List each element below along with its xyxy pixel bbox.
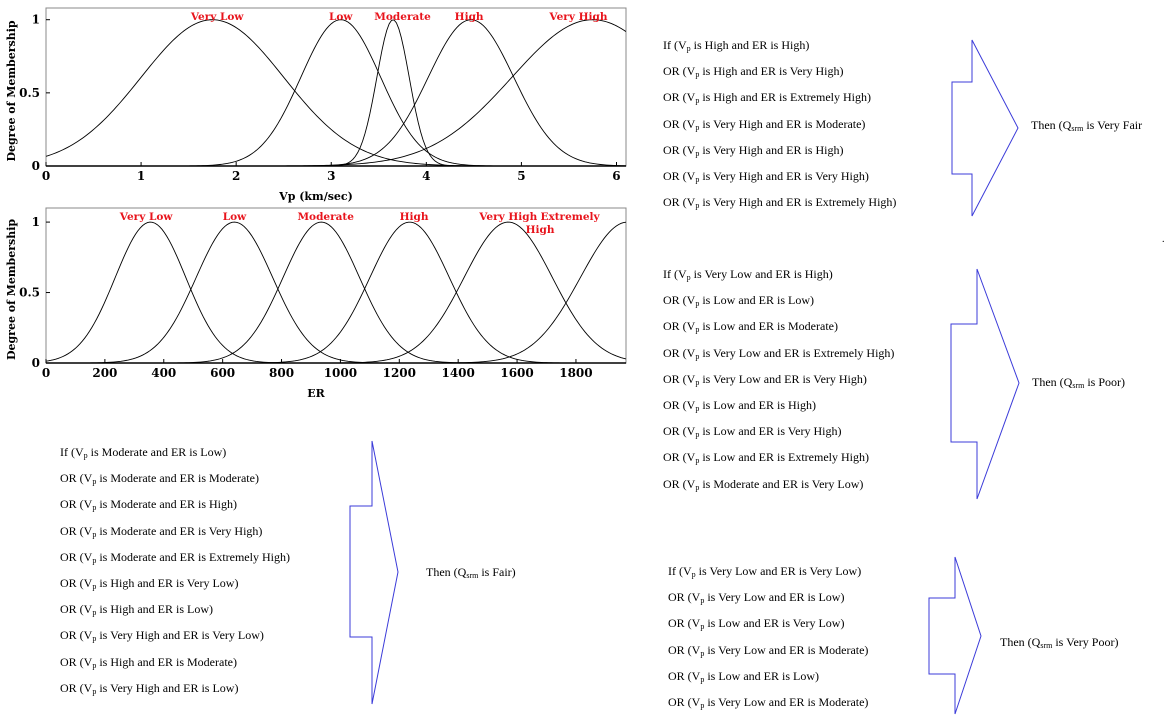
rule-line: OR (Vp is High and ER is Very Low) [60, 576, 239, 591]
rule-line: OR (Vp is Low and ER is Extremely High) [663, 450, 869, 466]
x-tick-label: 4 [422, 169, 430, 183]
x-tick-label: 1600 [500, 366, 533, 380]
rule-line: OR (Vp is Low and ER is Very Low) [668, 616, 845, 632]
y-tick-label: 0.5 [19, 86, 40, 100]
membership-curve-very-high [46, 221, 626, 363]
rule-line: OR (Vp is Very High and ER is Very Low) [60, 628, 264, 644]
x-tick-label: 0 [42, 366, 50, 380]
x-tick-label: 0 [42, 169, 50, 183]
right-arrow-icon [349, 440, 399, 705]
vp-chart-svg: 0 1 2 3 4 5 6 0 0.5 1 Vp (km/sec) Degree of Members… [5, 7, 627, 203]
rule-line: OR (Vp is Very Low and ER is Moderate) [668, 695, 869, 710]
rule-line: OR (Vp is Low and ER is Low) [668, 668, 819, 684]
mf-label: Very Low [119, 211, 174, 223]
membership-curve-very-high [46, 19, 626, 166]
mf-label: High [400, 211, 429, 223]
right-arrow-icon [950, 268, 1020, 500]
x-tick-label: 200 [92, 366, 117, 380]
y-tick-label: 0 [32, 356, 40, 370]
membership-curve-high [46, 221, 626, 363]
rule-line: OR (Vp is Very High and ER is High) [663, 142, 844, 158]
x-tick-label: 600 [210, 366, 235, 380]
right-arrow-icon [928, 556, 982, 715]
rule-group-very-poor: If (Vp is Very Low and ER is Very Low) OR… [668, 556, 1168, 720]
rule-group-poor: If (Vp is Very Low and ER is High) OR (Vp… [663, 267, 1163, 507]
conclusion-fair: Then (Qsrm is Fair) [426, 565, 516, 580]
mf-label: Very High [478, 211, 537, 223]
membership-curve-very-low [46, 221, 626, 363]
rule-line: OR (Vp is High and ER is Extremely High) [663, 90, 871, 106]
mf-label: Moderate [297, 211, 354, 223]
rule-line: OR (Vp is High and ER is Very High) [663, 64, 844, 80]
rule-line: OR (Vp is Moderate and ER is Very High) [60, 523, 263, 539]
x-tick-label: 800 [269, 366, 294, 380]
mf-label: High [455, 11, 484, 23]
membership-curve-low [46, 19, 626, 166]
membership-curve-extremely-high [46, 221, 626, 363]
conclusion-poor: Then (Qsrm is Poor) [1032, 375, 1125, 390]
stray-mark: . [1162, 234, 1165, 245]
rule-line: OR (Vp is Moderate and ER is Moderate) [60, 471, 259, 487]
rule-line: OR (Vp is Low and ER is Very High) [663, 424, 842, 440]
rule-line: OR (Vp is Moderate and ER is Very Low) [663, 476, 864, 492]
x-tick-label: 1400 [441, 366, 474, 380]
membership-curve-moderate [46, 221, 626, 363]
rule-line: OR (Vp is Low and ER is Moderate) [663, 319, 838, 335]
x-tick-label: 3 [327, 169, 335, 183]
membership-curve-very-low [46, 19, 626, 166]
membership-curve-moderate [46, 19, 626, 166]
mf-label: Extremely High [526, 211, 601, 236]
rule-line: OR (Vp is Very Low and ER is Low) [668, 590, 845, 606]
rule-line: OR (Vp is High and ER is Moderate) [60, 654, 237, 670]
rule-line: OR (Vp is Very High and ER is Moderate) [663, 116, 866, 132]
y-tick-label: 0 [32, 159, 40, 173]
y-axis-title: Degree of Membership [5, 219, 18, 360]
mf-label: Low [329, 11, 353, 23]
rule-line: OR (Vp is Very Low and ER is Extremely H… [663, 345, 895, 361]
x-tick-label: 5 [517, 169, 525, 183]
mf-label: Moderate [374, 11, 431, 23]
x-axis-title: ER [307, 387, 325, 400]
x-tick-label: 1000 [324, 366, 357, 380]
y-tick-label: 1 [32, 215, 40, 229]
membership-curve-low [46, 221, 626, 363]
vp-membership-chart: 0 1 2 3 4 5 6 0 0.5 1 Vp (km/sec) Degree of Members… [0, 0, 630, 205]
x-tick-label: 1 [137, 169, 145, 183]
rule-line: OR (Vp is Moderate and ER is High) [60, 497, 237, 513]
rule-line: OR (Vp is High and ER is Low) [60, 602, 214, 618]
rule-line: If (Vp is Moderate and ER is Low) [60, 445, 227, 460]
conclusion-very-poor: Then (Qsrm is Very Poor) [1000, 635, 1119, 650]
y-tick-label: 1 [32, 13, 40, 27]
conclusion-very-fair: Then (Qsrm is Very Fair [1031, 118, 1143, 133]
y-tick-label: 0.5 [19, 286, 40, 300]
x-tick-label: 6 [612, 169, 620, 183]
rule-line: OR (Vp is Low and ER is High) [663, 398, 817, 413]
rule-line: If (Vp is Very Low and ER is High) [663, 267, 833, 282]
rule-line: OR (Vp is Very Low and ER is Moderate) [668, 642, 869, 658]
mf-label: Very Low [190, 11, 245, 23]
rule-line: OR (Vp is Very High and ER is Low) [60, 680, 239, 696]
x-tick-label: 1200 [383, 366, 416, 380]
rule-line: OR (Vp is Very High and ER is Extremely … [663, 195, 897, 211]
rule-line: If (Vp is Very Low and ER is Very Low) [668, 564, 862, 579]
mf-label: Very High [548, 11, 607, 23]
mf-label: Low [223, 211, 247, 223]
x-tick-label: 400 [151, 366, 176, 380]
er-membership-chart: 0 200 400 600 800 1000 1200 1400 1600 1800 0 0.5 1 ER… [0, 205, 630, 410]
x-tick-label: 2 [232, 169, 240, 183]
er-chart-svg: 0 200 400 600 800 1000 1200 1400 1600 1800 0 0.5 1 ER… [5, 207, 627, 400]
rule-group-very-fair: If (Vp is High and ER is High) OR (Vp is … [663, 38, 1163, 218]
x-tick-label: 1800 [559, 366, 592, 380]
rule-line: OR (Vp is Moderate and ER is Extremely H… [60, 549, 290, 565]
rule-group-fair: If (Vp is Moderate and ER is Low) OR (Vp … [60, 440, 560, 710]
rule-line: OR (Vp is Low and ER is Low) [663, 293, 814, 309]
membership-curve-high [46, 19, 626, 166]
x-axis-title: Vp (km/sec) [278, 190, 353, 203]
rule-line: OR (Vp is Very High and ER is Very High) [663, 169, 869, 184]
rule-line: If (Vp is High and ER is High) [663, 38, 810, 53]
rule-line: OR (Vp is Very Low and ER is Very High) [663, 371, 867, 387]
y-axis-title: Degree of Membership [5, 20, 18, 161]
right-arrow-icon [951, 39, 1019, 217]
